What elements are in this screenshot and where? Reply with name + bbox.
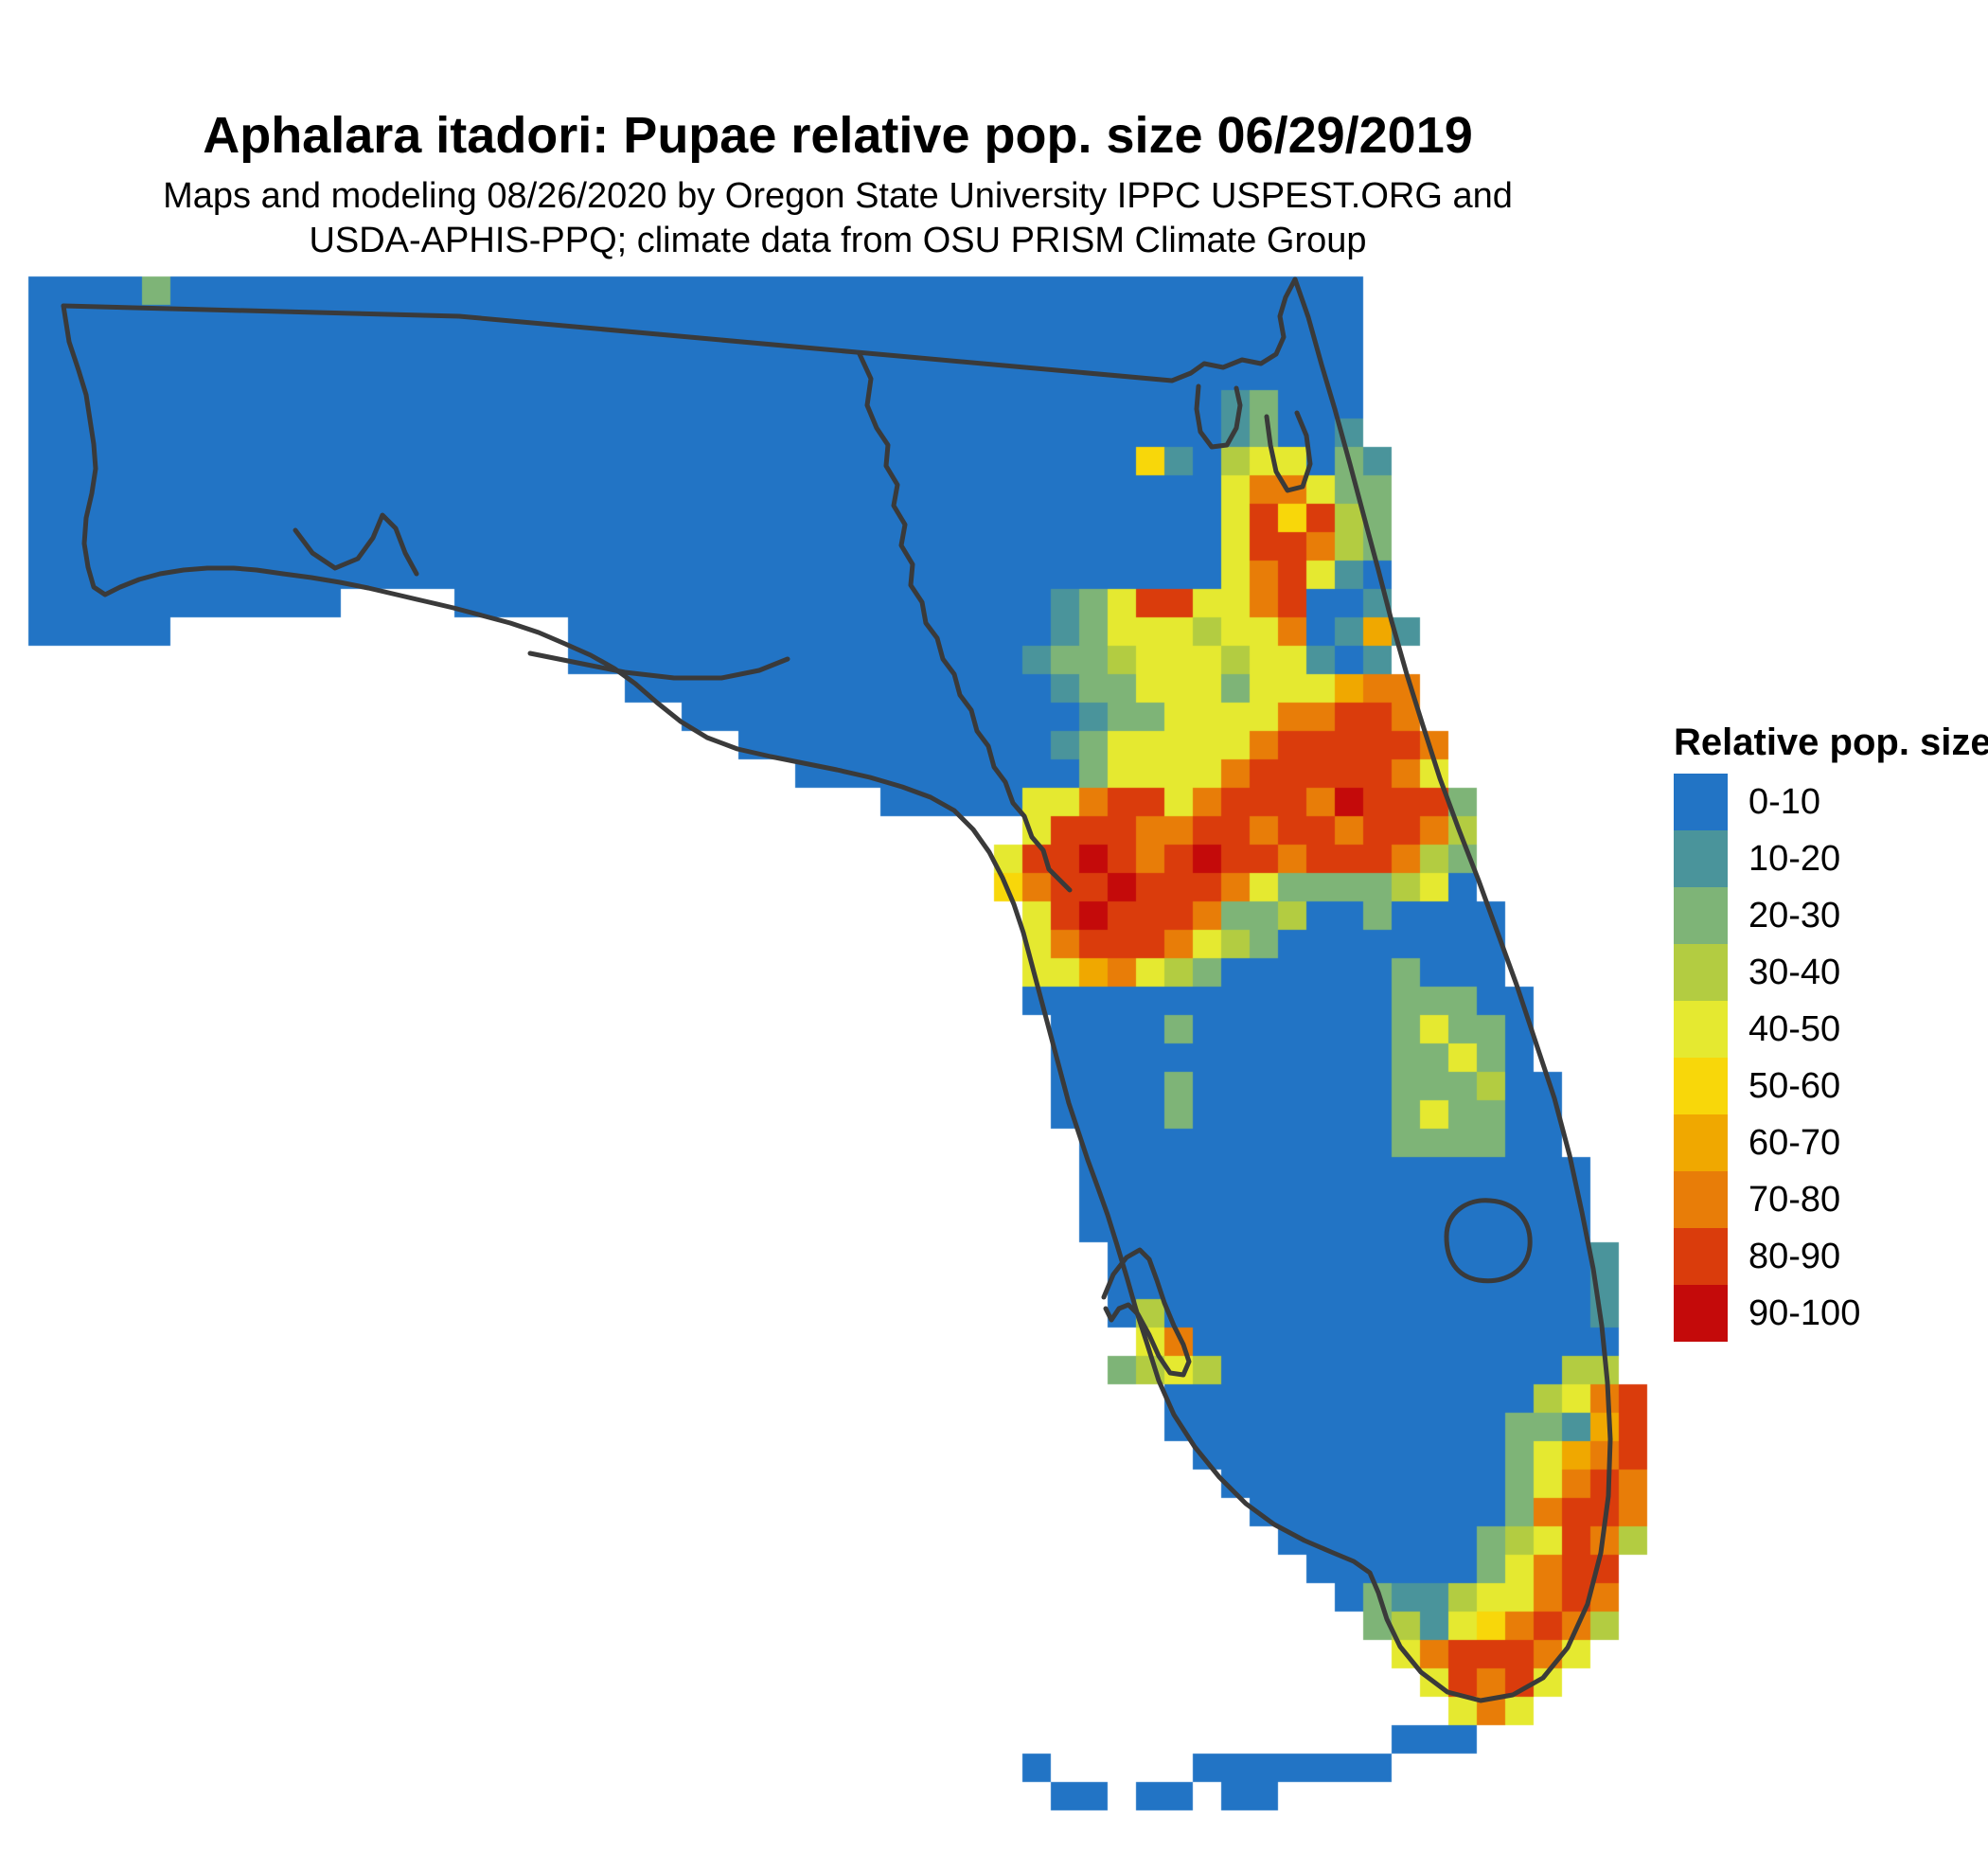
legend-item: 20-30 (1674, 887, 1860, 944)
legend-item: 10-20 (1674, 830, 1860, 887)
legend-item: 40-50 (1674, 1001, 1860, 1058)
legend-label: 80-90 (1748, 1236, 1841, 1276)
legend-label: 10-20 (1748, 838, 1841, 879)
legend-item: 50-60 (1674, 1058, 1860, 1114)
legend-label: 90-100 (1748, 1292, 1861, 1333)
legend-color-swatch (1674, 774, 1728, 830)
legend-item: 80-90 (1674, 1228, 1860, 1285)
legend-label: 50-60 (1748, 1065, 1841, 1106)
subtitle-line-2: USDA-APHIS-PPQ; climate data from OSU PR… (309, 221, 1367, 260)
legend-item: 70-80 (1674, 1171, 1860, 1228)
map-subtitle: Maps and modeling 08/26/2020 by Oregon S… (0, 174, 1676, 263)
legend-color-swatch (1674, 887, 1728, 944)
legend-item: 30-40 (1674, 944, 1860, 1001)
legend-color-swatch (1674, 1285, 1728, 1342)
legend-label: 0-10 (1748, 781, 1821, 822)
legend-label: 20-30 (1748, 895, 1841, 936)
legend-color-swatch (1674, 944, 1728, 1001)
legend-label: 70-80 (1748, 1179, 1841, 1220)
legend-label: 30-40 (1748, 952, 1841, 992)
legend-items: 0-10 10-20 20-30 30-40 40-50 50-60 60-70 70-80 8… (1674, 774, 1860, 1342)
legend-item: 90-100 (1674, 1285, 1860, 1342)
legend: Relative pop. size 0-10 10-20 20-30 30-40 40… (1674, 722, 1988, 1342)
legend-item: 60-70 (1674, 1114, 1860, 1171)
legend-label: 60-70 (1748, 1122, 1841, 1163)
legend-color-swatch (1674, 830, 1728, 887)
page-title: Aphalara itadori: Pupae relative pop. si… (203, 107, 1473, 164)
legend-color-swatch (1674, 1058, 1728, 1114)
legend-color-swatch (1674, 1114, 1728, 1171)
legend-title: Relative pop. size (1674, 722, 1988, 763)
legend-color-swatch (1674, 1171, 1728, 1228)
legend-color-swatch (1674, 1001, 1728, 1058)
legend-item: 0-10 (1674, 774, 1860, 830)
legend-color-swatch (1674, 1228, 1728, 1285)
subtitle-line-1: Maps and modeling 08/26/2020 by Oregon S… (163, 176, 1513, 216)
legend-label: 40-50 (1748, 1008, 1841, 1049)
